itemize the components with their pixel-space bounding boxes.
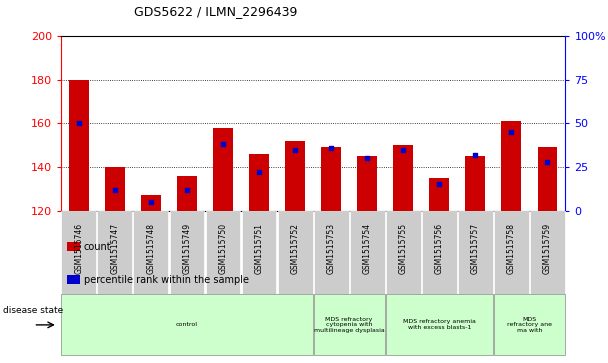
Text: GSM1515746: GSM1515746 [74, 223, 83, 274]
Point [218, 142, 228, 147]
Text: GSM1515759: GSM1515759 [543, 223, 552, 274]
Bar [249, 154, 269, 211]
Text: GSM1515750: GSM1515750 [218, 223, 227, 274]
Text: MDS refractory
cytopenia with
multilineage dysplasia: MDS refractory cytopenia with multilinea… [314, 317, 384, 333]
Bar [321, 147, 341, 211]
Bar [358, 156, 377, 211]
Text: GSM1515758: GSM1515758 [507, 223, 516, 274]
Bar [177, 176, 197, 211]
Text: GSM1515752: GSM1515752 [291, 223, 300, 274]
Point [74, 121, 84, 126]
Text: count: count [84, 242, 111, 252]
Point [362, 155, 372, 161]
Point [182, 187, 192, 192]
Point [398, 147, 408, 152]
Bar [429, 178, 449, 211]
Point [326, 145, 336, 151]
Text: control: control [176, 322, 198, 327]
Text: GSM1515754: GSM1515754 [363, 223, 371, 274]
Bar [393, 145, 413, 211]
Point [254, 169, 264, 175]
Point [146, 199, 156, 205]
Bar [69, 80, 89, 211]
Text: GSM1515755: GSM1515755 [399, 223, 408, 274]
Point [471, 152, 480, 158]
Point [290, 147, 300, 152]
Text: MDS refractory anemia
with excess blasts-1: MDS refractory anemia with excess blasts… [403, 319, 475, 330]
Bar [537, 147, 558, 211]
Text: percentile rank within the sample: percentile rank within the sample [84, 274, 249, 285]
Bar [213, 128, 233, 211]
Text: GSM1515756: GSM1515756 [435, 223, 444, 274]
Text: GSM1515748: GSM1515748 [147, 223, 156, 274]
Text: GSM1515747: GSM1515747 [111, 223, 119, 274]
Bar [285, 141, 305, 211]
Text: MDS
refractory ane
ma with: MDS refractory ane ma with [507, 317, 552, 333]
Bar [502, 121, 521, 211]
Point [506, 129, 516, 135]
Text: disease state: disease state [3, 306, 63, 315]
Point [110, 187, 120, 192]
Text: GDS5622 / ILMN_2296439: GDS5622 / ILMN_2296439 [134, 5, 297, 18]
Bar [105, 167, 125, 211]
Point [435, 182, 444, 187]
Bar [465, 156, 485, 211]
Text: GSM1515753: GSM1515753 [326, 223, 336, 274]
Point [542, 159, 552, 165]
Text: GSM1515757: GSM1515757 [471, 223, 480, 274]
Text: GSM1515749: GSM1515749 [182, 223, 192, 274]
Bar [141, 195, 161, 211]
Text: GSM1515751: GSM1515751 [255, 223, 263, 274]
